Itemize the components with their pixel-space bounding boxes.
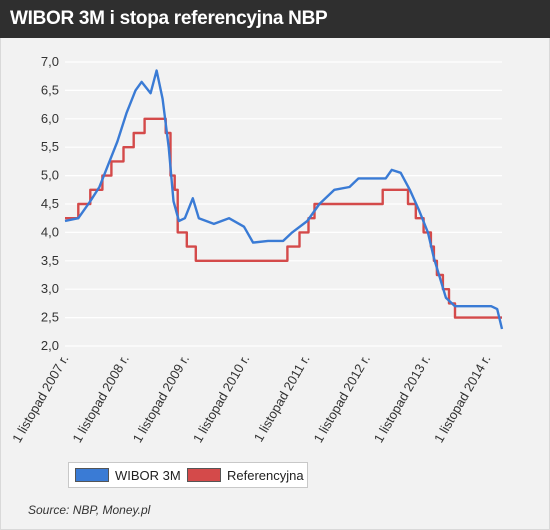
series-line-referencyjna — [65, 117, 502, 319]
x-tick-label: 1 listopad 2012 r. — [310, 352, 373, 445]
y-tick-label: 2,5 — [41, 310, 59, 325]
x-tick-label: 1 listopad 2011 r. — [251, 352, 313, 444]
y-tick-label: 6,0 — [41, 111, 59, 126]
legend: WIBOR 3M Referencyjna — [68, 462, 308, 488]
legend-item-referencyjna: Referencyjna — [187, 463, 304, 487]
x-tick-label: 1 listopad 2008 r. — [69, 352, 132, 445]
title-bar: WIBOR 3M i stopa referencyjna NBP — [0, 0, 550, 38]
x-tick-label: 1 listopad 2009 r. — [130, 352, 193, 445]
legend-label-referencyjna: Referencyjna — [227, 467, 304, 483]
x-tick-label: 1 listopad 2014 r. — [431, 352, 494, 445]
series-lines — [64, 69, 504, 330]
y-tick-label: 3,5 — [41, 253, 59, 268]
y-tick-label: 4,5 — [41, 196, 59, 211]
x-tick-label: 1 listopad 2007 r. — [9, 352, 72, 445]
y-tick-label: 7,0 — [41, 54, 59, 69]
series-line-wibor-3m — [64, 69, 504, 330]
y-tick-label: 4,0 — [41, 224, 59, 239]
y-tick-label: 5,5 — [41, 139, 59, 154]
x-tick-label: 1 listopad 2013 r. — [371, 352, 434, 445]
y-tick-label: 3,0 — [41, 281, 59, 296]
legend-swatch-referencyjna — [187, 468, 221, 482]
chart-title: WIBOR 3M i stopa referencyjna NBP — [10, 8, 328, 29]
x-tick-label: 1 listopad 2010 r. — [190, 352, 253, 445]
y-tick-label: 6,5 — [41, 82, 59, 97]
y-tick-label: 5,0 — [41, 168, 59, 183]
x-axis-ticks: 1 listopad 2007 r.1 listopad 2008 r.1 li… — [9, 352, 493, 445]
y-axis-ticks: 7,0 6,5 6,0 5,5 5,0 4,5 4,0 3,5 3,0 2,5 2,0 — [41, 54, 59, 353]
legend-item-wibor: WIBOR 3M — [75, 463, 181, 487]
legend-swatch-wibor — [75, 468, 109, 482]
source-note: Source: NBP, Money.pl — [28, 503, 151, 517]
legend-label-wibor: WIBOR 3M — [115, 467, 181, 483]
y-tick-label: 2,0 — [41, 338, 59, 353]
